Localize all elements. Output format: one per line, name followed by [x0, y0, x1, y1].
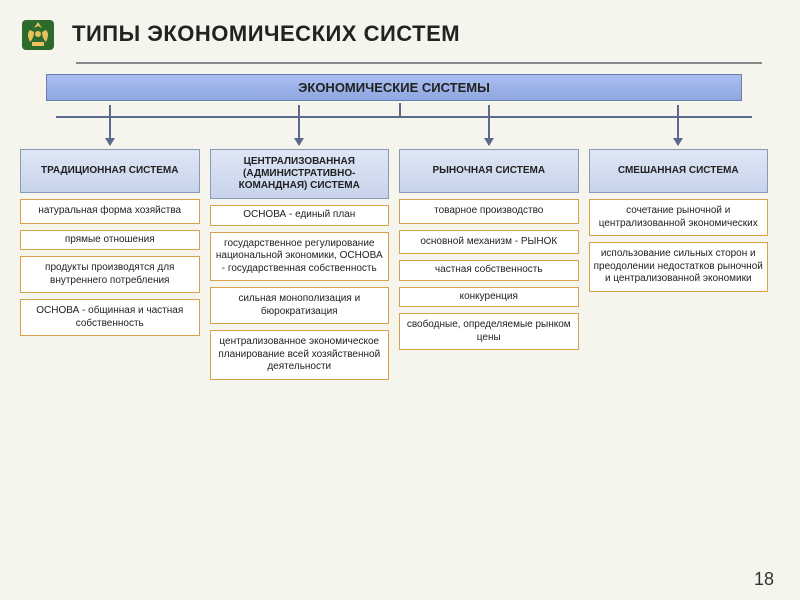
column-market: РЫНОЧНАЯ СИСТЕМА товарное производство о…	[399, 149, 579, 380]
item-box: свободные, определяемые рынком цены	[399, 313, 579, 350]
column-traditional: ТРАДИЦИОННАЯ СИСТЕМА натуральная форма х…	[20, 149, 200, 380]
column-centralized: ЦЕНТРАЛИЗОВАННАЯ (АДМИНИСТРАТИВНО-КОМАНД…	[210, 149, 390, 380]
column-header: РЫНОЧНАЯ СИСТЕМА	[399, 149, 579, 193]
item-box: основной механизм - РЫНОК	[399, 230, 579, 255]
column-mixed: СМЕШАННАЯ СИСТЕМА сочетание рыночной и ц…	[589, 149, 769, 380]
title-underline	[76, 62, 762, 64]
item-box: государственное регулирование национальн…	[210, 232, 390, 282]
header-row: ТИПЫ ЭКОНОМИЧЕСКИХ СИСТЕМ	[16, 12, 772, 56]
item-box: натуральная форма хозяйства	[20, 199, 200, 224]
column-header: СМЕШАННАЯ СИСТЕМА	[589, 149, 769, 193]
emblem-icon	[16, 12, 60, 56]
item-box: сочетание рыночной и централизованной эк…	[589, 199, 769, 236]
arrow-icon	[677, 105, 679, 145]
item-box: сильная монополизация и бюрократизация	[210, 287, 390, 324]
item-box: ОСНОВА - общинная и частная собственност…	[20, 299, 200, 336]
item-box: ОСНОВА - единый план	[210, 205, 390, 226]
arrow-icon	[109, 105, 111, 145]
column-header: ТРАДИЦИОННАЯ СИСТЕМА	[20, 149, 200, 193]
item-box: частная собственность	[399, 260, 579, 281]
item-box: продукты производятся для внутреннего по…	[20, 256, 200, 293]
columns-container: ТРАДИЦИОННАЯ СИСТЕМА натуральная форма х…	[16, 149, 772, 380]
page-title: ТИПЫ ЭКОНОМИЧЕСКИХ СИСТЕМ	[72, 21, 460, 47]
item-box: прямые отношения	[20, 230, 200, 251]
arrow-icon	[298, 105, 300, 145]
item-box: конкуренция	[399, 287, 579, 308]
column-header: ЦЕНТРАЛИЗОВАННАЯ (АДМИНИСТРАТИВНО-КОМАНД…	[210, 149, 390, 199]
item-box: использование сильных сторон и преодолен…	[589, 242, 769, 292]
root-connector	[399, 103, 401, 117]
item-box: централизованное экономическое планирова…	[210, 330, 390, 380]
root-box: ЭКОНОМИЧЕСКИЕ СИСТЕМЫ	[46, 74, 742, 101]
page-number: 18	[754, 569, 774, 590]
arrow-icon	[488, 105, 490, 145]
page: ТИПЫ ЭКОНОМИЧЕСКИХ СИСТЕМ ЭКОНОМИЧЕСКИЕ …	[0, 0, 800, 600]
horizontal-connector	[56, 116, 752, 118]
item-box: товарное производство	[399, 199, 579, 224]
